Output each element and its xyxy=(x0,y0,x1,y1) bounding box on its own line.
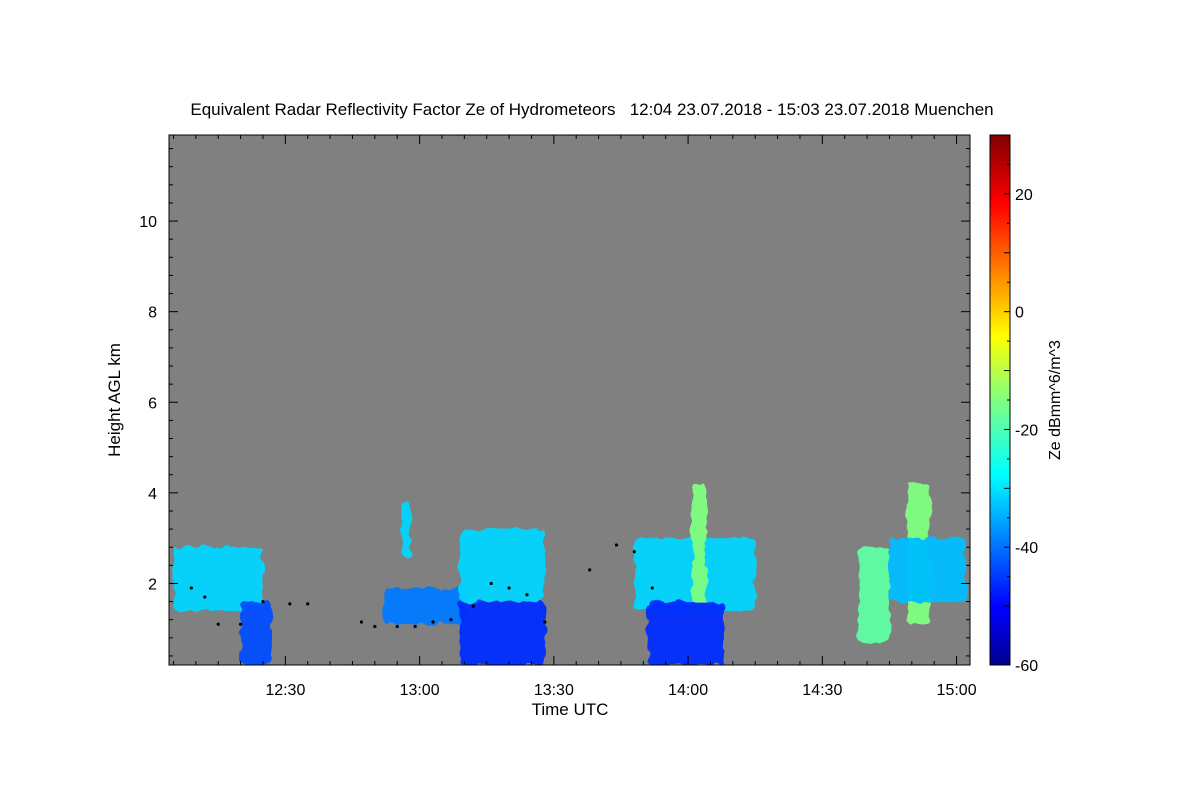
y-tick-label: 10 xyxy=(139,214,157,231)
cloud-base-point xyxy=(238,622,243,626)
x-tick-label: 14:00 xyxy=(668,682,708,699)
colorbar-tick-label: -40 xyxy=(1015,540,1038,557)
echo-region xyxy=(692,483,706,616)
cloud-base-layer xyxy=(189,543,654,629)
x-tick-label: 12:30 xyxy=(265,682,305,699)
cloud-base-point xyxy=(471,604,475,608)
cloud-base-point xyxy=(306,602,310,606)
cloud-base-point xyxy=(203,595,207,599)
echo-region xyxy=(383,587,465,625)
cloud-base-point xyxy=(650,586,654,590)
echo-region xyxy=(240,601,272,665)
x-tick-label: 14:30 xyxy=(802,682,842,699)
chart-title: Equivalent Radar Reflectivity Factor Ze … xyxy=(190,100,993,119)
cloud-base-point xyxy=(288,602,292,606)
cloud-base-point xyxy=(413,624,417,629)
plot-background xyxy=(168,134,971,666)
y-tick-label: 4 xyxy=(148,486,157,503)
cloud-base-point xyxy=(373,624,377,629)
y-tick-label: 8 xyxy=(148,305,157,322)
cloud-base-point xyxy=(395,624,399,629)
colorbar-tick-label: 20 xyxy=(1015,187,1033,204)
cloud-base-point xyxy=(588,568,592,572)
x-axis: 12:30 13:00 13:30 14:00 14:30 15:00 xyxy=(172,135,977,699)
y-axis: 2 4 6 8 10 xyxy=(139,148,970,657)
y-tick-label: 6 xyxy=(148,395,157,412)
cloud-base-point xyxy=(507,586,511,590)
echo-region xyxy=(173,547,263,611)
cloud-base-point xyxy=(525,593,529,597)
cloud-base-point xyxy=(359,620,364,624)
y-axis-label: Height AGL km xyxy=(105,343,124,457)
x-axis-label: Time UTC xyxy=(532,700,609,719)
echo-region xyxy=(459,601,545,665)
colorbar-tick-label: -20 xyxy=(1015,422,1038,439)
echo-region xyxy=(858,547,890,643)
colorbar-label: Ze dBmm^6/m^3 xyxy=(1047,340,1064,460)
colorbar-tick-label: -60 xyxy=(1015,658,1038,675)
x-tick-label: 13:00 xyxy=(400,682,440,699)
x-tick-label: 15:00 xyxy=(937,682,977,699)
colorbar-axis: -60 -40 -20 0 20 xyxy=(1004,134,1038,675)
echo-region xyxy=(459,529,545,602)
cloud-base-point xyxy=(632,550,636,554)
cloud-base-point xyxy=(216,622,220,626)
echo-layer xyxy=(173,483,966,665)
colorbar-tick-label: 0 xyxy=(1015,305,1024,322)
cloud-base-point xyxy=(614,543,619,547)
x-tick-label: 13:30 xyxy=(534,682,574,699)
echo-region xyxy=(401,501,411,557)
cloud-base-point xyxy=(189,586,193,590)
cloud-base-point xyxy=(543,620,547,624)
cloud-base-point xyxy=(431,620,435,624)
y-tick-label: 2 xyxy=(148,576,157,593)
echo-region xyxy=(647,601,724,665)
cloud-base-point xyxy=(449,618,453,622)
plot-frame xyxy=(168,134,971,666)
echo-region xyxy=(889,538,966,602)
cloud-base-point xyxy=(489,581,493,586)
cloud-base-point xyxy=(261,599,265,604)
